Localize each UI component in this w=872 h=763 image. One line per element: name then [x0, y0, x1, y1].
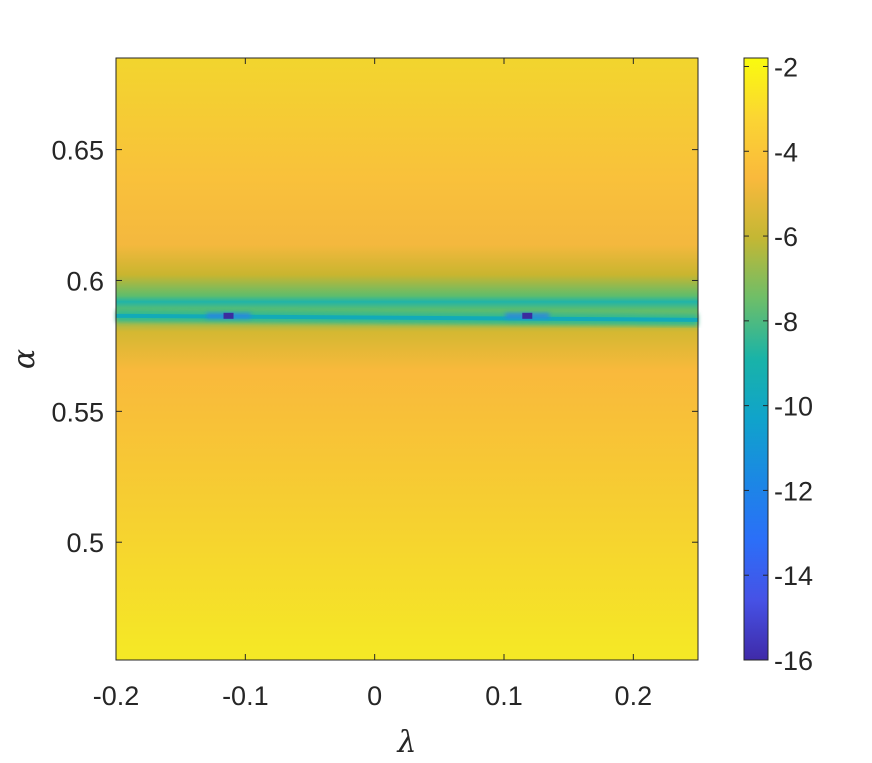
colorbar-scale	[743, 57, 769, 661]
heatmap-field	[116, 58, 698, 660]
colorbar-tick-label: -4	[774, 137, 798, 167]
minimum-point-1	[522, 312, 533, 319]
colorbar-tick-label: -6	[774, 222, 798, 252]
x-axis-ticks: -0.2 -0.1 0 0.1 0.2	[93, 58, 652, 711]
y-axis-label: α	[7, 349, 42, 369]
minima-points	[206, 312, 550, 319]
colorbar-tick-label: -10	[774, 392, 813, 422]
y-tick-label: 0.6	[66, 266, 104, 296]
colorbar-tick-label: -12	[774, 476, 813, 506]
x-tick-label: -0.1	[222, 681, 269, 711]
x-tick-label: 0.1	[485, 681, 523, 711]
y-tick-label: 0.5	[66, 528, 104, 558]
plot-frame	[115, 57, 699, 661]
colorbar-tick-label: -8	[774, 307, 798, 337]
x-tick-label: 0	[367, 681, 382, 711]
colorbar-tick-label: -2	[774, 52, 798, 82]
x-tick-label: 0.2	[615, 681, 653, 711]
colorbar-tick-label: -16	[774, 646, 813, 676]
minimum-point-0	[223, 312, 234, 319]
colorbar-ticks: -2 -4 -6 -8 -10 -12 -14 -16	[744, 52, 813, 676]
plot-area	[115, 57, 699, 661]
y-tick-label: 0.55	[51, 397, 104, 427]
x-axis-label: λ	[396, 725, 416, 760]
colorbar: -2 -4 -6 -8 -10 -12 -14 -16	[743, 52, 813, 676]
valley-line	[115, 309, 699, 326]
y-axis-ticks: 0.5 0.55 0.6 0.65	[51, 136, 698, 558]
y-tick-label: 0.65	[51, 136, 104, 166]
x-tick-label: -0.2	[93, 681, 140, 711]
colorbar-tick-label: -14	[774, 561, 813, 591]
